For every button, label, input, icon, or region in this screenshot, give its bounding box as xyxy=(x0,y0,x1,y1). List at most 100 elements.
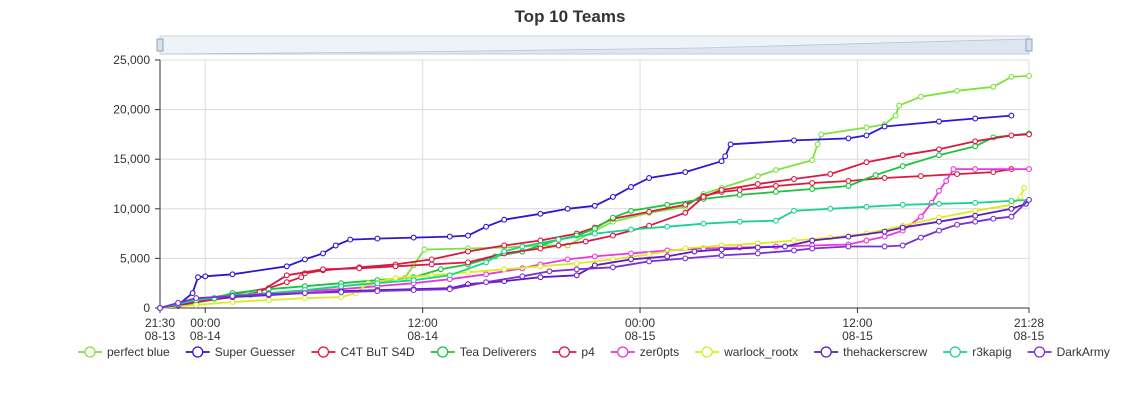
legend-item[interactable]: zer0pts xyxy=(610,345,679,359)
data-point xyxy=(682,201,689,208)
data-point xyxy=(936,218,942,225)
data-point xyxy=(591,262,598,269)
data-point xyxy=(718,246,725,253)
data-point xyxy=(791,207,797,214)
data-point xyxy=(722,153,729,160)
legend-item[interactable]: perfect blue xyxy=(78,345,170,359)
data-point xyxy=(1008,112,1015,119)
data-point xyxy=(537,245,544,252)
legend-item[interactable]: C4T BuT S4D xyxy=(311,345,415,359)
data-point xyxy=(972,207,979,214)
series-line xyxy=(159,133,1030,309)
x-tick-time: 12:00 xyxy=(408,316,438,330)
data-point xyxy=(628,207,634,214)
data-point xyxy=(863,159,870,166)
data-point xyxy=(483,271,490,278)
data-point xyxy=(628,250,634,257)
zoom-slider[interactable] xyxy=(156,35,1033,55)
data-point xyxy=(845,243,852,250)
data-point xyxy=(892,112,899,119)
data-point xyxy=(881,233,888,240)
data-point xyxy=(646,208,653,215)
legend-label: Super Guesser xyxy=(215,345,296,359)
data-point xyxy=(1026,196,1032,203)
data-point xyxy=(990,169,997,176)
data-point xyxy=(301,290,308,297)
data-point xyxy=(465,259,471,266)
data-point xyxy=(356,265,363,272)
legend-marker xyxy=(437,346,449,358)
data-point xyxy=(1021,185,1028,191)
data-point xyxy=(519,273,526,280)
legend-item[interactable]: Super Guesser xyxy=(185,345,296,359)
x-tick-date: 08-15 xyxy=(625,329,656,343)
data-point xyxy=(428,261,435,268)
data-point xyxy=(899,224,906,231)
data-point xyxy=(990,83,997,90)
series-darkarmy xyxy=(157,196,1032,311)
data-point xyxy=(954,221,961,228)
data-point xyxy=(591,253,598,260)
data-point xyxy=(664,253,671,260)
data-point xyxy=(501,242,508,249)
legend-marker xyxy=(317,346,330,358)
data-point xyxy=(410,287,417,294)
data-point xyxy=(936,152,942,159)
legend-item[interactable]: r3kapig xyxy=(943,345,1012,359)
data-point xyxy=(872,172,879,179)
data-point xyxy=(727,141,734,148)
series-line xyxy=(159,114,1012,309)
data-point xyxy=(320,250,326,257)
zoom-handle-left[interactable] xyxy=(156,38,164,52)
data-point xyxy=(175,300,182,306)
data-point xyxy=(564,205,571,212)
data-point xyxy=(936,200,942,207)
data-point xyxy=(195,274,201,281)
data-point xyxy=(283,279,290,286)
data-point xyxy=(736,187,743,193)
data-point xyxy=(827,171,834,178)
data-point xyxy=(881,175,888,181)
legend-item[interactable]: warlock_rootx xyxy=(695,345,798,359)
data-point xyxy=(374,280,381,287)
series-line xyxy=(159,75,1030,309)
data-point xyxy=(972,218,979,225)
legend-item[interactable]: DarkArmy xyxy=(1027,345,1110,359)
y-tick-label: 0 xyxy=(143,301,150,315)
data-point xyxy=(936,227,942,234)
legend-item[interactable]: thehackerscrew xyxy=(814,345,928,359)
data-point xyxy=(646,175,653,181)
y-tick-label: 15,000 xyxy=(113,152,150,166)
data-point xyxy=(972,138,979,145)
data-point xyxy=(782,243,788,250)
legend-label: zer0pts xyxy=(640,345,679,359)
legend-label: perfect blue xyxy=(107,345,170,359)
data-point xyxy=(1026,131,1032,138)
data-point xyxy=(501,216,508,223)
legend-item[interactable]: Tea Deliverers xyxy=(430,345,537,359)
data-point xyxy=(283,263,290,270)
data-point xyxy=(1017,193,1024,200)
data-point xyxy=(646,251,653,258)
data-point xyxy=(446,286,453,293)
data-point xyxy=(193,295,200,302)
x-tick-time: 21:28 xyxy=(1014,316,1044,330)
legend-marker xyxy=(949,346,961,358)
data-point xyxy=(537,274,544,281)
x-tick-date: 08-14 xyxy=(407,329,438,343)
data-point xyxy=(881,123,888,130)
legend-label: DarkArmy xyxy=(1057,345,1110,359)
data-point xyxy=(428,256,435,263)
data-point xyxy=(917,93,924,100)
data-point xyxy=(374,288,381,295)
data-point xyxy=(818,131,825,138)
data-point xyxy=(465,232,471,239)
zoom-handle-right[interactable] xyxy=(1025,38,1033,52)
data-point xyxy=(628,184,634,190)
data-point xyxy=(754,181,761,187)
data-point xyxy=(573,272,580,279)
data-point xyxy=(265,291,272,298)
legend-item[interactable]: p4 xyxy=(552,345,595,359)
data-point xyxy=(582,238,589,245)
